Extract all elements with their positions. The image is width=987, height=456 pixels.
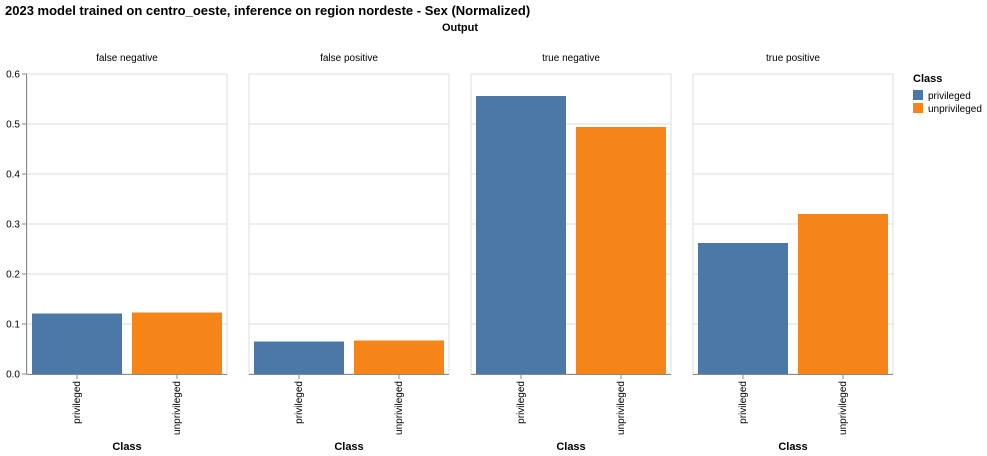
x-axis-title: Class	[112, 441, 141, 453]
y-tick-label: 0.3	[6, 220, 20, 231]
bar-privileged	[698, 243, 788, 374]
y-tick-label: 0.4	[6, 170, 20, 181]
x-tick-label: privileged	[72, 381, 83, 424]
x-tick-label: unprivileged	[838, 381, 849, 435]
y-tick-label: 0.6	[6, 70, 20, 81]
bar-unprivileged	[576, 127, 666, 374]
x-tick-label: unprivileged	[172, 381, 183, 435]
facets: false negative privileged unprivileged Clas…	[6, 53, 894, 453]
facet-label: false negative	[96, 53, 158, 64]
bar-privileged	[254, 341, 344, 374]
legend-title: Class	[913, 73, 942, 85]
x-tick-label: privileged	[516, 381, 527, 424]
facet-panel: true positive privileged unprivileged Class	[692, 53, 894, 453]
facet-header-title: Output	[442, 22, 478, 34]
bar-unprivileged	[354, 340, 444, 374]
y-tick-label: 0.1	[6, 320, 20, 331]
legend-swatch-privileged	[913, 90, 923, 100]
facet-label: true positive	[766, 53, 820, 64]
legend-label-privileged: privileged	[928, 91, 971, 102]
x-tick-label: unprivileged	[394, 381, 405, 435]
facet-label: false positive	[320, 53, 378, 64]
legend-label-unprivileged: unprivileged	[928, 104, 982, 115]
legend-swatch-unprivileged	[913, 103, 923, 113]
bar-unprivileged	[798, 214, 888, 374]
facet-panel: true negative privileged unprivileged Class	[470, 53, 672, 453]
y-tick-label: 0.5	[6, 120, 20, 131]
y-tick-label: 0.2	[6, 270, 20, 281]
bar-privileged	[476, 96, 566, 374]
bar-unprivileged	[132, 312, 222, 374]
facet-label: true negative	[542, 53, 600, 64]
x-axis-title: Class	[556, 441, 585, 453]
facet-panel: false positive privileged unprivileged Clas…	[248, 53, 450, 453]
y-tick-label: 0.0	[6, 370, 20, 381]
legend: Class privileged unprivileged	[913, 73, 982, 115]
chart-title: 2023 model trained on centro_oeste, infe…	[5, 3, 530, 18]
x-axis-title: Class	[334, 441, 363, 453]
x-tick-label: unprivileged	[616, 381, 627, 435]
x-axis-title: Class	[778, 441, 807, 453]
x-tick-label: privileged	[738, 381, 749, 424]
x-tick-label: privileged	[294, 381, 305, 424]
facet-panel: false negative privileged unprivileged Clas…	[6, 53, 228, 453]
bar-privileged	[32, 313, 122, 374]
